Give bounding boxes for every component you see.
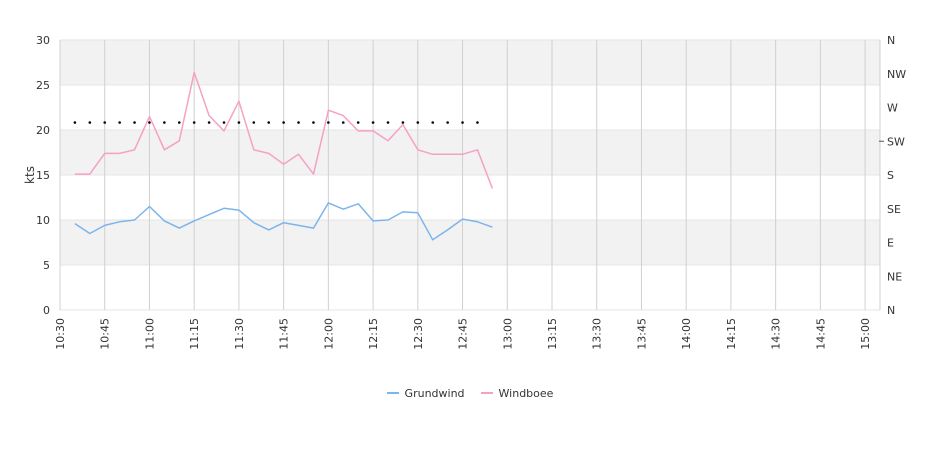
wind-direction-marker bbox=[312, 121, 315, 124]
legend-item-windboee[interactable]: Windboee bbox=[480, 386, 554, 400]
direction-tick-label: W bbox=[887, 102, 898, 115]
wind-direction-marker bbox=[222, 121, 226, 124]
wind-direction-marker bbox=[237, 121, 241, 124]
y-axis-title: kts bbox=[23, 166, 37, 184]
series-line-grundwind bbox=[74, 202, 493, 241]
x-tick-label: 13:15 bbox=[546, 318, 559, 350]
wind-direction-marker bbox=[207, 121, 211, 124]
wind-direction-marker bbox=[327, 121, 330, 124]
y-tick-label: 25 bbox=[36, 79, 50, 92]
direction-tick-label: SW bbox=[887, 135, 905, 148]
wind-direction-marker bbox=[297, 121, 300, 124]
x-tick-label: 10:45 bbox=[99, 318, 112, 350]
legend-swatch-windboee bbox=[480, 392, 493, 394]
legend-label-windboee: Windboee bbox=[498, 386, 554, 400]
wind-direction-marker bbox=[88, 121, 92, 124]
plot-band bbox=[60, 220, 880, 265]
x-tick-label: 12:45 bbox=[457, 318, 470, 350]
x-tick-label: 11:30 bbox=[233, 318, 246, 350]
direction-tick-label: S bbox=[887, 169, 894, 182]
x-tick-label: 13:00 bbox=[501, 318, 514, 350]
direction-tick-label: NE bbox=[887, 270, 902, 283]
x-tick-label: 14:00 bbox=[680, 318, 693, 350]
legend-label-grundwind: Grundwind bbox=[404, 386, 465, 400]
wind-direction-marker bbox=[446, 121, 449, 124]
y-tick-label: 5 bbox=[43, 259, 50, 272]
x-tick-label: 11:00 bbox=[143, 318, 156, 350]
wind-direction-marker bbox=[73, 121, 77, 124]
wind-direction-marker bbox=[386, 121, 390, 124]
wind-direction-marker bbox=[476, 121, 479, 124]
legend: Grundwind Windboee bbox=[0, 384, 940, 402]
wind-direction-marker bbox=[356, 121, 360, 124]
x-tick-label: 13:30 bbox=[591, 318, 604, 350]
wind-direction-marker bbox=[341, 121, 345, 124]
wind-direction-marker bbox=[177, 121, 181, 124]
wind-direction-marker bbox=[401, 121, 405, 124]
plot-band bbox=[60, 175, 880, 220]
legend-swatch-grundwind bbox=[386, 392, 399, 394]
x-tick-label: 14:45 bbox=[814, 318, 827, 350]
wind-direction-marker bbox=[431, 121, 435, 124]
wind-direction-marker bbox=[282, 121, 285, 124]
wind-direction-marker bbox=[103, 121, 107, 124]
plot-band bbox=[60, 85, 880, 130]
wind-direction-marker bbox=[416, 121, 420, 124]
wind-direction-marker bbox=[267, 121, 271, 124]
x-tick-label: 11:45 bbox=[278, 318, 291, 350]
x-tick-label: 10:30 bbox=[54, 318, 67, 350]
series-line-windboee bbox=[74, 71, 494, 189]
wind-direction-marker bbox=[163, 121, 166, 124]
direction-tick-label: NW bbox=[887, 68, 906, 81]
x-tick-label: 11:15 bbox=[188, 318, 201, 350]
legend-item-grundwind[interactable]: Grundwind bbox=[386, 386, 465, 400]
plot-band bbox=[60, 265, 880, 310]
direction-tick-label: N bbox=[887, 304, 895, 317]
x-tick-label: 12:15 bbox=[367, 318, 380, 350]
x-tick-label: 13:45 bbox=[635, 318, 648, 350]
wind-direction-marker bbox=[371, 121, 375, 124]
x-tick-label: 12:00 bbox=[322, 318, 335, 350]
x-tick-label: 14:30 bbox=[770, 318, 783, 350]
wind-direction-marker bbox=[148, 121, 151, 124]
wind-direction-marker bbox=[118, 121, 121, 124]
y-tick-label: 10 bbox=[36, 214, 50, 227]
wind-direction-marker bbox=[192, 121, 196, 124]
x-tick-label: 14:15 bbox=[725, 318, 738, 350]
direction-tick-label: SE bbox=[887, 203, 901, 216]
x-tick-label: 15:00 bbox=[859, 318, 872, 350]
wind-direction-marker bbox=[461, 121, 464, 124]
wind-direction-marker bbox=[252, 121, 256, 124]
direction-tick-label: N bbox=[887, 34, 895, 47]
plot-band bbox=[60, 40, 880, 85]
direction-tick-label: E bbox=[887, 237, 894, 250]
y-tick-label: 0 bbox=[43, 304, 50, 317]
y-tick-label: 15 bbox=[36, 169, 50, 182]
wind-direction-marker bbox=[133, 121, 136, 124]
x-tick-label: 12:30 bbox=[412, 318, 425, 350]
y-tick-label: 30 bbox=[36, 34, 50, 47]
y-tick-label: 20 bbox=[36, 124, 50, 137]
